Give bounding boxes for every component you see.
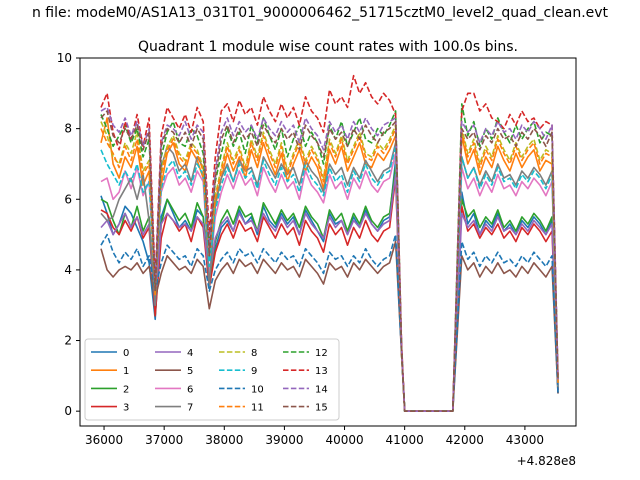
series-line-1 [100, 117, 559, 412]
legend-entry: 12 [283, 348, 328, 359]
legend-label: 13 [315, 366, 328, 377]
series-line-3 [100, 177, 559, 412]
legend-label: 5 [187, 366, 193, 377]
x-tick-label: 38000 [205, 433, 243, 447]
y-tick-label: 0 [64, 404, 72, 418]
series-line-4 [100, 173, 559, 412]
legend-label: 3 [123, 403, 129, 414]
series-line-10 [100, 233, 559, 412]
series-line-14 [100, 106, 559, 412]
y-tick-label: 10 [57, 51, 72, 65]
x-tick-label: 41000 [386, 433, 424, 447]
legend-label: 7 [187, 403, 193, 414]
legend-entry: 6 [155, 384, 193, 395]
x-axis: 36000 37000 38000 39000 40000 41000 42000 43000 [85, 426, 544, 447]
legend-label: 11 [251, 403, 264, 414]
x-tick-label: 42000 [446, 433, 484, 447]
y-tick-label: 2 [64, 334, 72, 348]
legend-label: 14 [315, 384, 328, 395]
legend-entry: 0 [91, 348, 129, 359]
y-tick-label: 4 [64, 263, 72, 277]
series-line-13 [100, 74, 559, 412]
legend-entry: 1 [91, 366, 129, 377]
y-axis: 0 2 4 6 8 10 [57, 51, 80, 418]
legend-label: 15 [315, 403, 328, 414]
series-line-2 [100, 166, 559, 412]
series-line-7 [100, 142, 559, 412]
plot-lines [100, 74, 559, 412]
legend-label: 9 [251, 366, 257, 377]
series-line-6 [100, 152, 559, 412]
legend-label: 10 [251, 384, 264, 395]
legend-entry: 5 [155, 366, 193, 377]
legend-entry: 13 [283, 366, 328, 377]
legend-label: 4 [187, 348, 193, 359]
legend-entry: 15 [283, 403, 328, 414]
legend-entry: 14 [283, 384, 328, 395]
legend-label: 2 [123, 384, 129, 395]
chart-title: Quadrant 1 module wise count rates with … [138, 39, 518, 55]
series-line-8 [100, 121, 559, 412]
legend-box [84, 338, 340, 421]
legend-label: 0 [123, 348, 129, 359]
series-line-12 [100, 103, 559, 412]
legend-entry: 7 [155, 403, 193, 414]
series-line-5 [100, 240, 559, 412]
x-tick-label: 39000 [265, 433, 303, 447]
plot-frame [79, 57, 577, 427]
legend-entry: 10 [219, 384, 264, 395]
legend-entry: 8 [219, 348, 257, 359]
legend-label: 12 [315, 348, 328, 359]
x-tick-label: 40000 [325, 433, 363, 447]
legend-entry: 4 [155, 348, 193, 359]
series-line-15 [100, 110, 559, 412]
y-tick-label: 8 [64, 122, 72, 136]
x-tick-label: 43000 [506, 433, 544, 447]
legend-entry: 3 [91, 403, 129, 414]
figure-suptitle: n file: modeM0/AS1A13_031T01_9000006462_… [32, 5, 609, 21]
x-tick-label: 36000 [85, 433, 123, 447]
legend-entry: 2 [91, 384, 129, 395]
y-tick-label: 6 [64, 192, 72, 206]
legend-entry: 11 [219, 403, 264, 414]
series-line-11 [100, 127, 559, 412]
series-line-9 [100, 145, 559, 412]
x-offset-label: +4.828e8 [517, 454, 576, 468]
legend-label: 6 [187, 384, 193, 395]
x-tick-label: 37000 [145, 433, 183, 447]
legend-label: 1 [123, 366, 129, 377]
legend-entry: 9 [219, 366, 257, 377]
legend-label: 8 [251, 348, 257, 359]
